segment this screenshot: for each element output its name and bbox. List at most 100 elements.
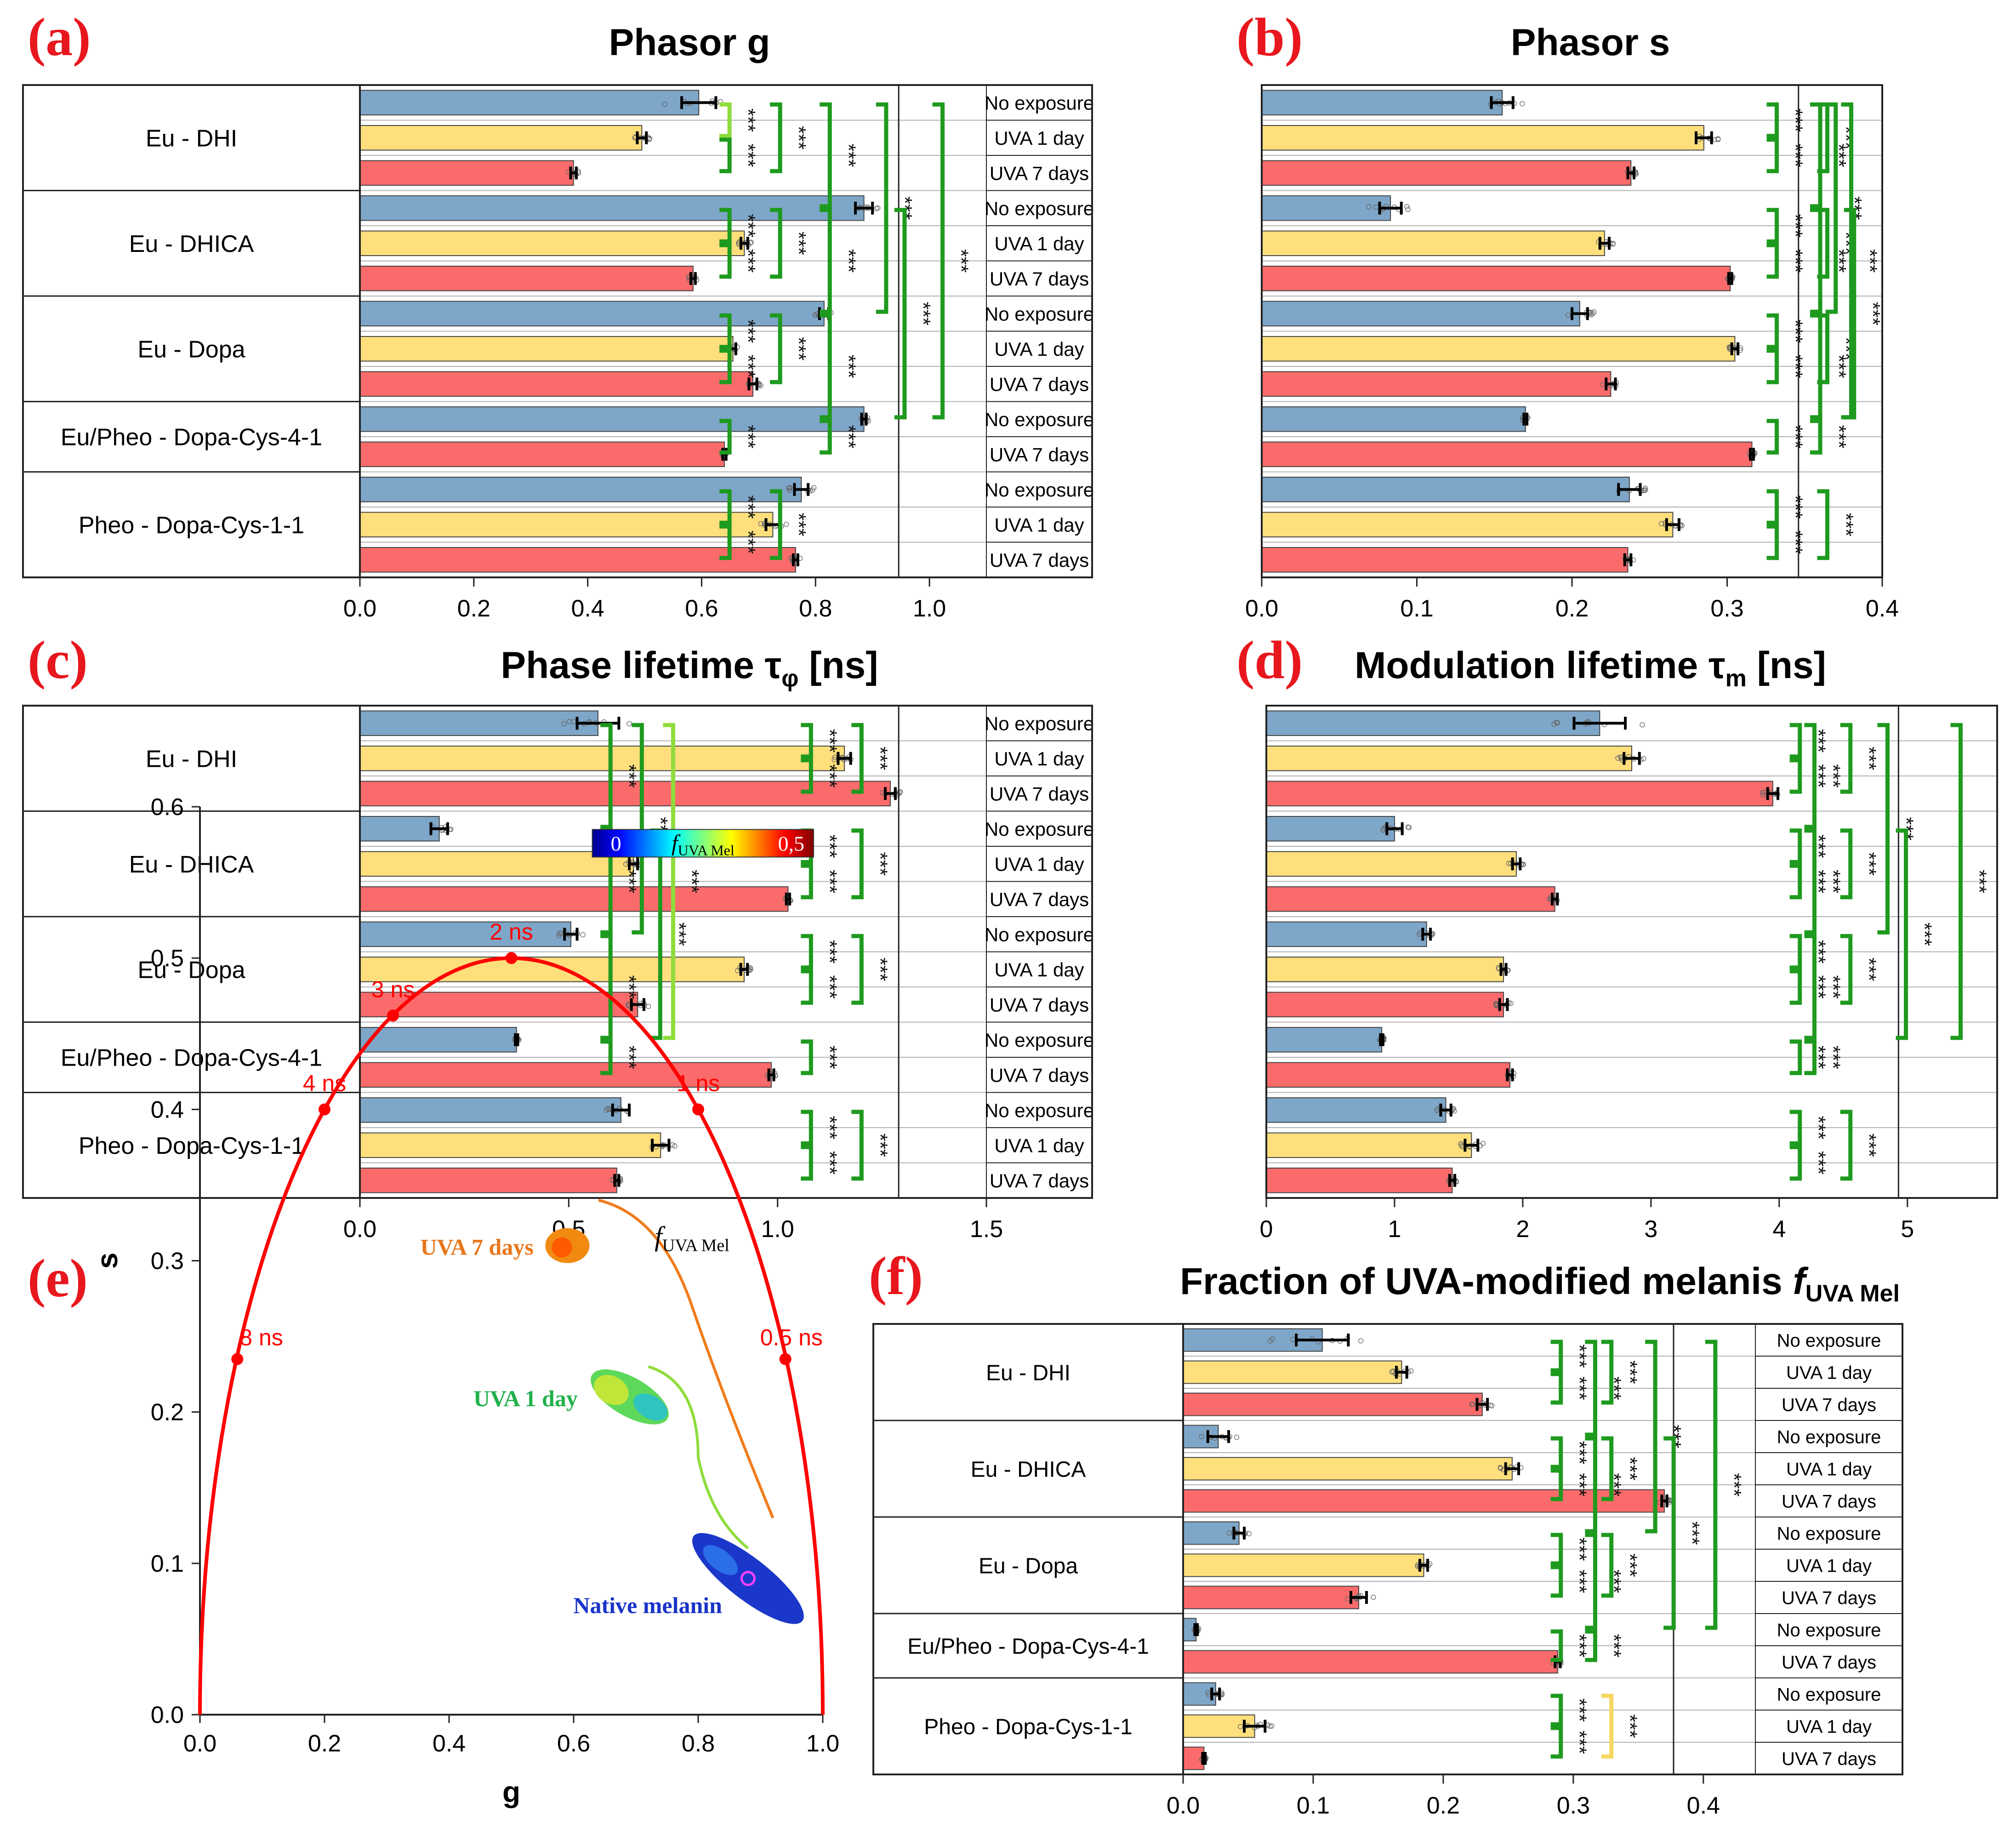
significance-label: *** xyxy=(1568,1569,1591,1593)
significance-label: *** xyxy=(837,143,860,167)
significance-label: *** xyxy=(818,870,841,893)
significance-bracket xyxy=(1705,1340,1718,1630)
condition-label: No exposure xyxy=(985,924,1094,945)
bar xyxy=(1266,781,1773,807)
bar xyxy=(1266,1062,1510,1088)
group-label: Eu - DHICA xyxy=(971,1457,1086,1482)
x-tick-label: 0.3 xyxy=(1557,1792,1590,1819)
sample-point xyxy=(873,206,879,211)
group-label: Eu - DHI xyxy=(146,125,237,152)
panel-frame xyxy=(22,705,1093,1199)
significance-bracket xyxy=(719,524,732,560)
bar xyxy=(1261,160,1632,186)
chart-title-a: Phasor g xyxy=(609,22,770,63)
significance-bracket xyxy=(1810,102,1822,209)
significance-bracket xyxy=(1550,1726,1563,1759)
chart-title-d: Modulation lifetime τm [ns] xyxy=(1355,644,1826,692)
panel-label-a: (a) xyxy=(28,7,91,67)
significance-bracket xyxy=(851,828,864,900)
sample-point xyxy=(672,1143,678,1149)
sample-point xyxy=(662,101,667,107)
significance-bracket xyxy=(770,489,782,560)
bar xyxy=(1261,547,1629,573)
bar xyxy=(1261,195,1391,221)
significance-bracket xyxy=(1789,1039,1802,1075)
condition-label: UVA 7 days xyxy=(990,373,1089,395)
significance-label: *** xyxy=(1858,958,1880,981)
significance-bracket xyxy=(650,828,662,1040)
significance-bracket xyxy=(1804,1039,1817,1075)
significance-bracket xyxy=(600,723,613,829)
bar xyxy=(1261,90,1503,116)
significance-bracket xyxy=(1550,1629,1563,1662)
x-tick-label: 0.2 xyxy=(1555,595,1589,622)
significance-label: *** xyxy=(1681,1521,1703,1545)
significance-label: *** xyxy=(787,232,810,255)
sample-point xyxy=(1380,827,1386,833)
sample-point xyxy=(1520,101,1525,107)
cluster-native-edge xyxy=(703,1545,738,1575)
significance-label: *** xyxy=(1784,495,1807,519)
lifetime-label: 4 ns xyxy=(303,1070,347,1096)
significance-label: *** xyxy=(618,764,640,787)
sample-point xyxy=(605,1106,611,1112)
significance-bracket xyxy=(1550,1468,1563,1501)
bar xyxy=(359,441,725,468)
chart-title-c: Phase lifetime τφ [ns] xyxy=(501,644,878,692)
bar xyxy=(359,710,598,736)
significance-label: *** xyxy=(1784,108,1807,132)
lifetime-marker xyxy=(692,1103,704,1116)
x-tick-label: 0.6 xyxy=(557,1730,590,1757)
native-centroid-marker xyxy=(740,1571,756,1586)
group-label: Eu - Dopa xyxy=(137,957,245,983)
sample-point xyxy=(1506,861,1511,866)
sample-point xyxy=(1640,722,1645,728)
bar xyxy=(1266,710,1600,736)
significance-bracket xyxy=(894,208,907,420)
significance-label: *** xyxy=(1807,1151,1830,1175)
significance-bracket xyxy=(770,208,782,279)
sample-point xyxy=(831,757,837,763)
significance-label: *** xyxy=(737,108,759,132)
significance-label: *** xyxy=(1807,764,1830,787)
x-tick-label: 3 xyxy=(1644,1216,1657,1243)
bar xyxy=(359,476,802,502)
significance-label: *** xyxy=(1807,870,1830,893)
significance-bracket xyxy=(1789,969,1802,1005)
colorbar-max: 0,5 xyxy=(778,832,805,855)
group-label: Eu - DHICA xyxy=(129,231,254,257)
condition-label: No exposure xyxy=(985,713,1094,734)
significance-bracket xyxy=(1601,1340,1614,1405)
sample-point xyxy=(1269,1723,1275,1729)
bar xyxy=(1266,1027,1383,1053)
sample-point xyxy=(1565,313,1571,318)
panel-label-d: (d) xyxy=(1236,630,1303,690)
condition-label: UVA 1 day xyxy=(994,853,1084,875)
y-tick-label: 0.4 xyxy=(151,1096,184,1123)
significance-bracket xyxy=(1840,934,1853,1005)
x-tick-label: 0.0 xyxy=(183,1730,216,1757)
significance-bracket xyxy=(801,863,813,900)
significance-label: *** xyxy=(1835,126,1857,149)
bar xyxy=(359,336,734,362)
x-tick-label: 0.0 xyxy=(1167,1792,1200,1819)
sample-point xyxy=(813,312,818,318)
bar xyxy=(359,1062,772,1088)
significance-label: *** xyxy=(818,834,841,858)
bar xyxy=(359,195,865,221)
sample-point xyxy=(1205,1690,1211,1695)
significance-label: *** xyxy=(837,425,860,448)
significance-label: *** xyxy=(1619,1714,1641,1738)
bar xyxy=(359,851,634,877)
group-label: Eu - DHI xyxy=(146,746,237,772)
x-tick-label: 1.0 xyxy=(761,1216,794,1243)
significance-label: *** xyxy=(818,1151,841,1175)
group-label: Eu - Dopa xyxy=(979,1554,1078,1578)
bar xyxy=(359,230,745,257)
significance-label: *** xyxy=(1913,923,1936,946)
group-label: Eu - DHI xyxy=(986,1361,1071,1385)
bar xyxy=(1183,1489,1665,1513)
sample-point xyxy=(1641,487,1647,493)
x-tick-label: 5 xyxy=(1901,1216,1914,1243)
group-label: Eu/Pheo - Dopa-Cys-4-1 xyxy=(61,424,322,451)
